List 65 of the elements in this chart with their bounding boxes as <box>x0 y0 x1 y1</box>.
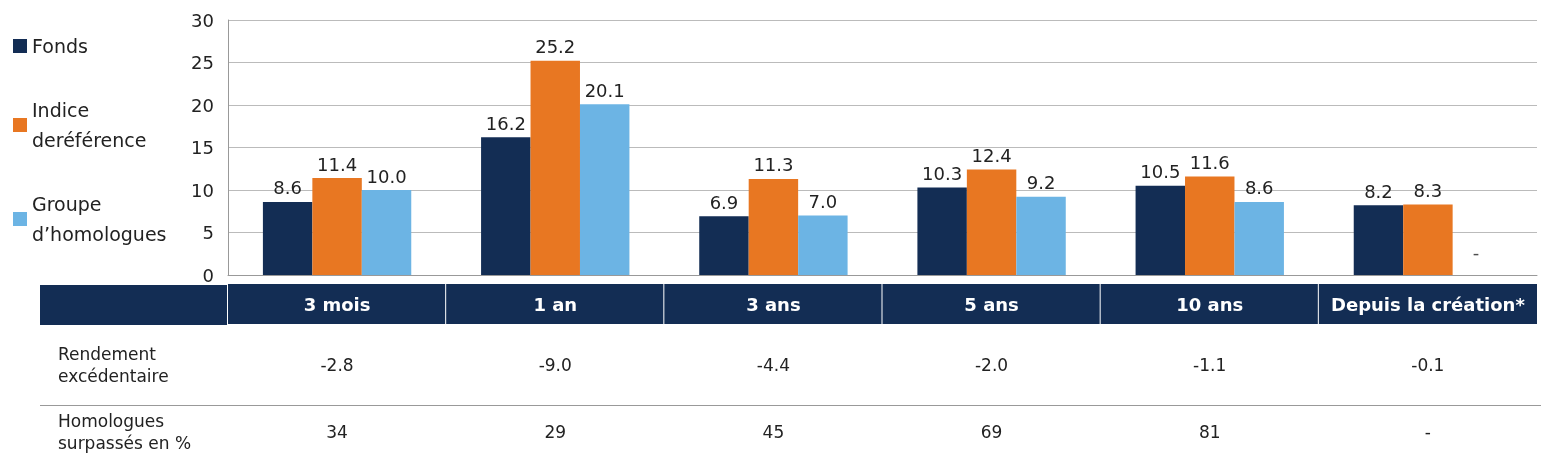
text: -0.1 <box>1411 355 1445 375</box>
data-label: 10.5 <box>1140 161 1181 183</box>
legend-label: Fonds <box>32 35 88 57</box>
x-tick-label: 3 ans <box>746 293 801 315</box>
y-tick-label: 0 <box>202 264 214 286</box>
category-label: Rendement excédentaire <box>58 344 169 386</box>
bar <box>481 137 531 275</box>
bar <box>262 201 313 275</box>
text: -2.0 <box>974 355 1009 375</box>
bar <box>1353 205 1404 275</box>
data-label: 6.9 <box>709 191 739 213</box>
data-label: 8.2 <box>1364 180 1393 202</box>
text: 69 <box>980 422 1003 442</box>
y-tick-label: 30 <box>191 9 214 31</box>
text: 81 <box>1198 422 1221 442</box>
data-label: 20.1 <box>584 79 625 101</box>
data-label: 9.2 <box>1026 172 1056 194</box>
y-tick-label: 15 <box>191 137 214 158</box>
data-label: 8.6 <box>1244 177 1274 199</box>
bar <box>699 216 749 275</box>
legend-label: Groupe d’homologues <box>32 193 167 245</box>
data-label: 7.0 <box>808 191 838 212</box>
data-label: 8.6 <box>273 177 302 199</box>
data-label: 11.6 <box>1189 151 1230 173</box>
text: - <box>1472 241 1480 263</box>
data-label: 10.3 <box>922 162 963 184</box>
bar <box>1234 201 1284 275</box>
category-label: Homologues surpassés en % <box>58 411 192 453</box>
bar <box>1403 204 1453 275</box>
x-tick-label: 10 ans <box>1176 293 1244 315</box>
x-tick-label: 5 ans <box>964 293 1019 315</box>
y-tick-label: 25 <box>191 52 214 73</box>
text: - <box>1424 422 1431 442</box>
text: 34 <box>326 422 348 442</box>
x-tick-label: Depuis la création* <box>1330 293 1526 315</box>
y-tick-label: 5 <box>202 222 214 243</box>
bar <box>1185 176 1235 275</box>
data-label: 25.2 <box>535 36 576 58</box>
bar <box>798 215 848 275</box>
bar <box>361 190 412 275</box>
text: -1.1 <box>1193 355 1227 375</box>
y-tick-label: 20 <box>191 94 214 116</box>
x-tick-label: 3 mois <box>303 293 371 315</box>
data-label: 16.2 <box>485 112 526 134</box>
text: 45 <box>762 422 785 442</box>
bar <box>966 169 1017 275</box>
text: -2.8 <box>320 355 354 375</box>
data-label: 11.4 <box>317 153 358 175</box>
bar <box>530 60 580 275</box>
x-tick-label: 1 an <box>533 293 578 315</box>
bar <box>1016 196 1066 275</box>
bar <box>917 187 967 275</box>
data-label: 10.0 <box>366 165 407 187</box>
bar <box>312 178 362 275</box>
legend-label: Indice deréférence <box>32 99 147 151</box>
bar <box>748 178 799 275</box>
text: -4.4 <box>756 355 790 375</box>
data-label: 12.4 <box>971 145 1012 167</box>
bar <box>1135 185 1186 275</box>
text: 29 <box>544 422 567 442</box>
bar <box>579 104 630 275</box>
data-label: 11.3 <box>753 154 794 176</box>
data-label: 8.3 <box>1413 179 1443 201</box>
text: -9.0 <box>538 355 572 375</box>
y-tick-label: 10 <box>191 179 214 201</box>
